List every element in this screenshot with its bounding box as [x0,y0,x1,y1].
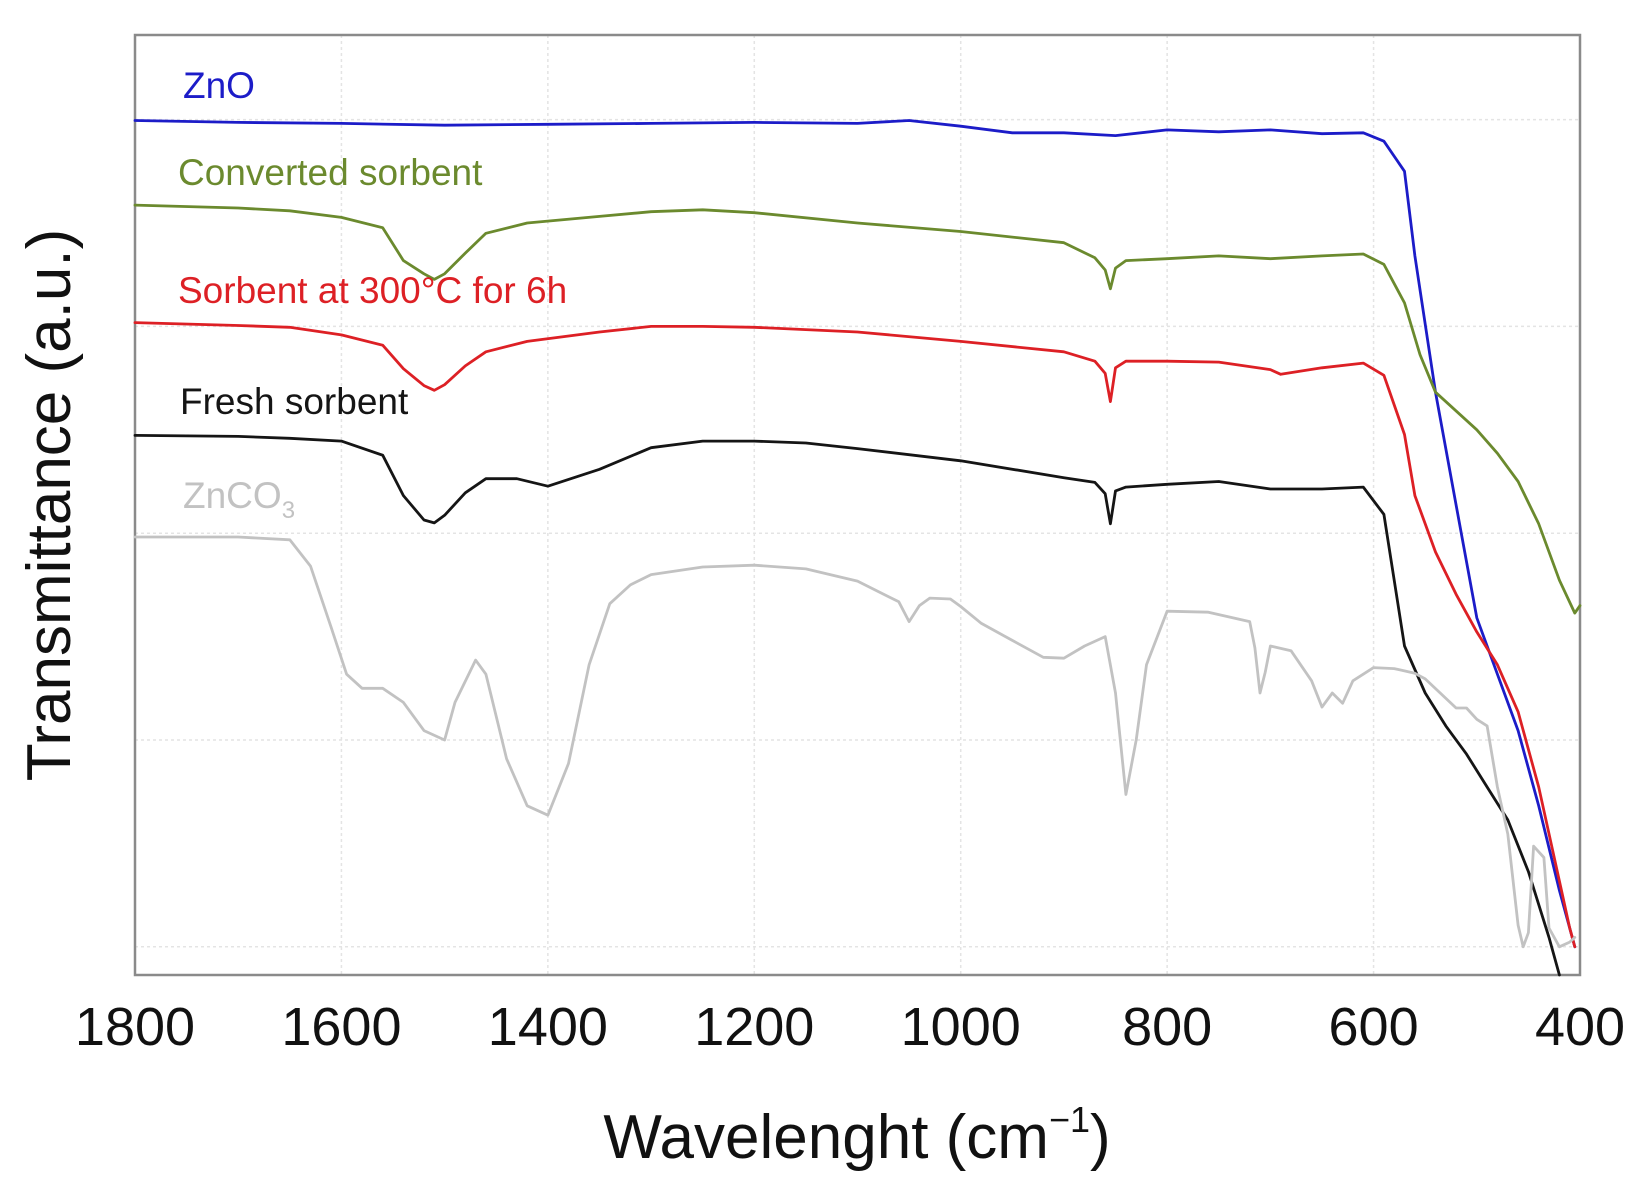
series-line-converted-sorbent [133,203,1582,615]
series-label-text: Sorbent at 300°C for 6h [178,270,567,311]
x-tick-label-1000: 1000 [901,997,1021,1057]
x-axis-title: Wavelenght (cm−1) [603,1099,1110,1172]
series-label-subscript: 3 [282,497,295,524]
series-group [133,119,1582,977]
series-label-sorbent-at-300-c-for-6h: Sorbent at 300°C for 6h [178,270,567,311]
series-label-text: Fresh sorbent [180,381,409,422]
x-tick-label-800: 800 [1122,997,1212,1057]
series-line-zno [133,119,1577,949]
series-line-sorbent-at-300-c-for-6h [133,321,1577,949]
series-label-text: Converted sorbent [178,152,483,193]
x-axis-title-main: Wavelenght (cm [603,1103,1049,1172]
series-label-text: ZnO [183,65,255,106]
x-tick-label-1200: 1200 [694,997,814,1057]
x-axis-ticks: 1800 1600 1400 1200 1000 800 600 400 [75,997,1625,1057]
series-label-fresh-sorbent: Fresh sorbent [180,381,409,422]
series-label-znco3: ZnCO3 [183,475,295,524]
series-label-converted-sorbent: Converted sorbent [178,152,483,193]
x-axis-title-close: ) [1090,1103,1111,1172]
plot-frame [133,33,1582,977]
series-label-text: ZnCO [183,475,282,516]
series-line-znco3 [133,535,1577,949]
x-axis-title-superscript: −1 [1049,1099,1090,1140]
x-tick-label-1800: 1800 [75,997,195,1057]
x-tick-label-1600: 1600 [281,997,401,1057]
x-tick-label-600: 600 [1329,997,1419,1057]
x-tick-label-400: 400 [1535,997,1625,1057]
series-label-zno: ZnO [183,65,255,106]
x-tick-label-1400: 1400 [488,997,608,1057]
series-line-fresh-sorbent [133,433,1561,977]
series-labels: ZnO Converted sorbent Sorbent at 300°C for… [178,65,567,524]
y-axis-title: Transmittance (a.u.) [15,229,84,781]
